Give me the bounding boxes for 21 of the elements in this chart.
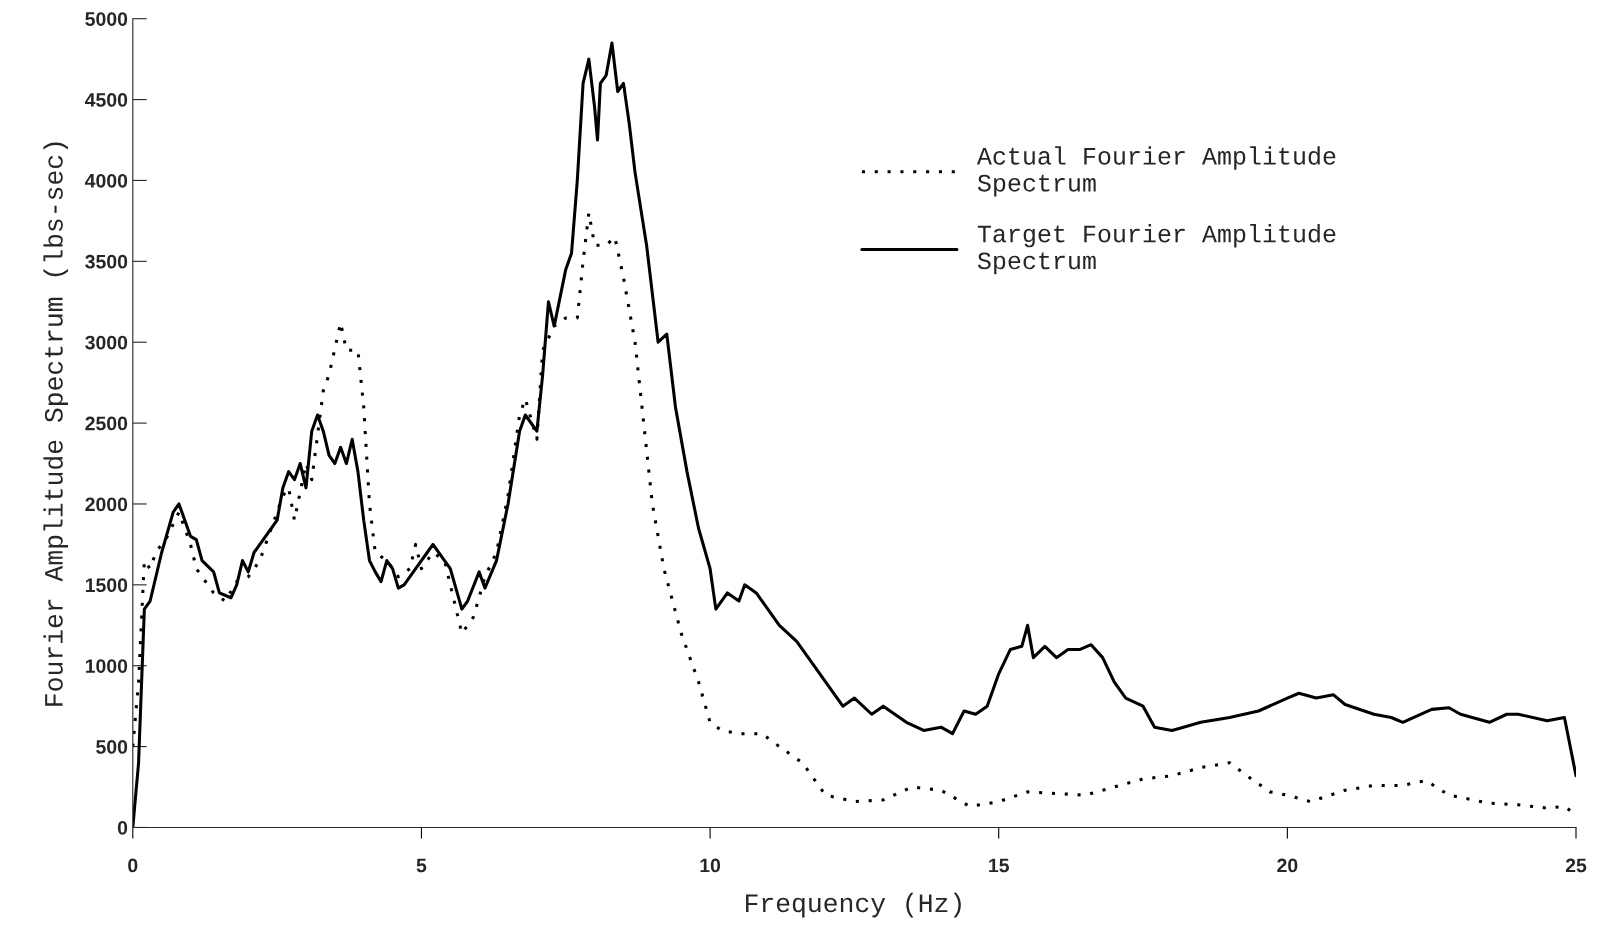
y-tick-label: 1500 [85, 578, 128, 593]
legend-label: Target Fourier Amplitude Spectrum [977, 224, 1336, 275]
y-tick-label: 2000 [85, 497, 128, 512]
y-tick-label: 4000 [84, 173, 128, 188]
y-tick-label: 500 [96, 740, 128, 754]
x-tick-label: 0 [128, 858, 138, 873]
x-tick-label: 15 [989, 858, 1009, 873]
x-tick-label: 25 [1565, 858, 1587, 873]
y-tick-label: 3000 [85, 335, 128, 350]
x-tick-label: 5 [416, 858, 427, 873]
y-tick-label: 1000 [85, 659, 128, 673]
x-tick-label: 20 [1277, 858, 1298, 873]
y-tick-label: 4500 [84, 93, 128, 107]
y-tick-label: 3500 [85, 254, 128, 269]
x-tick-label: 10 [700, 858, 721, 873]
y-tick-label: 2500 [85, 416, 128, 431]
legend-label: Actual Fourier Amplitude Spectrum [976, 146, 1336, 197]
y-tick-label: 5000 [85, 12, 128, 26]
y-tick-label: 0 [117, 820, 128, 835]
y-axis-title: Fourier Amplitude Spectrum (lbs-sec) [43, 142, 69, 706]
x-axis-title: Frequency (Hz) [746, 892, 961, 918]
